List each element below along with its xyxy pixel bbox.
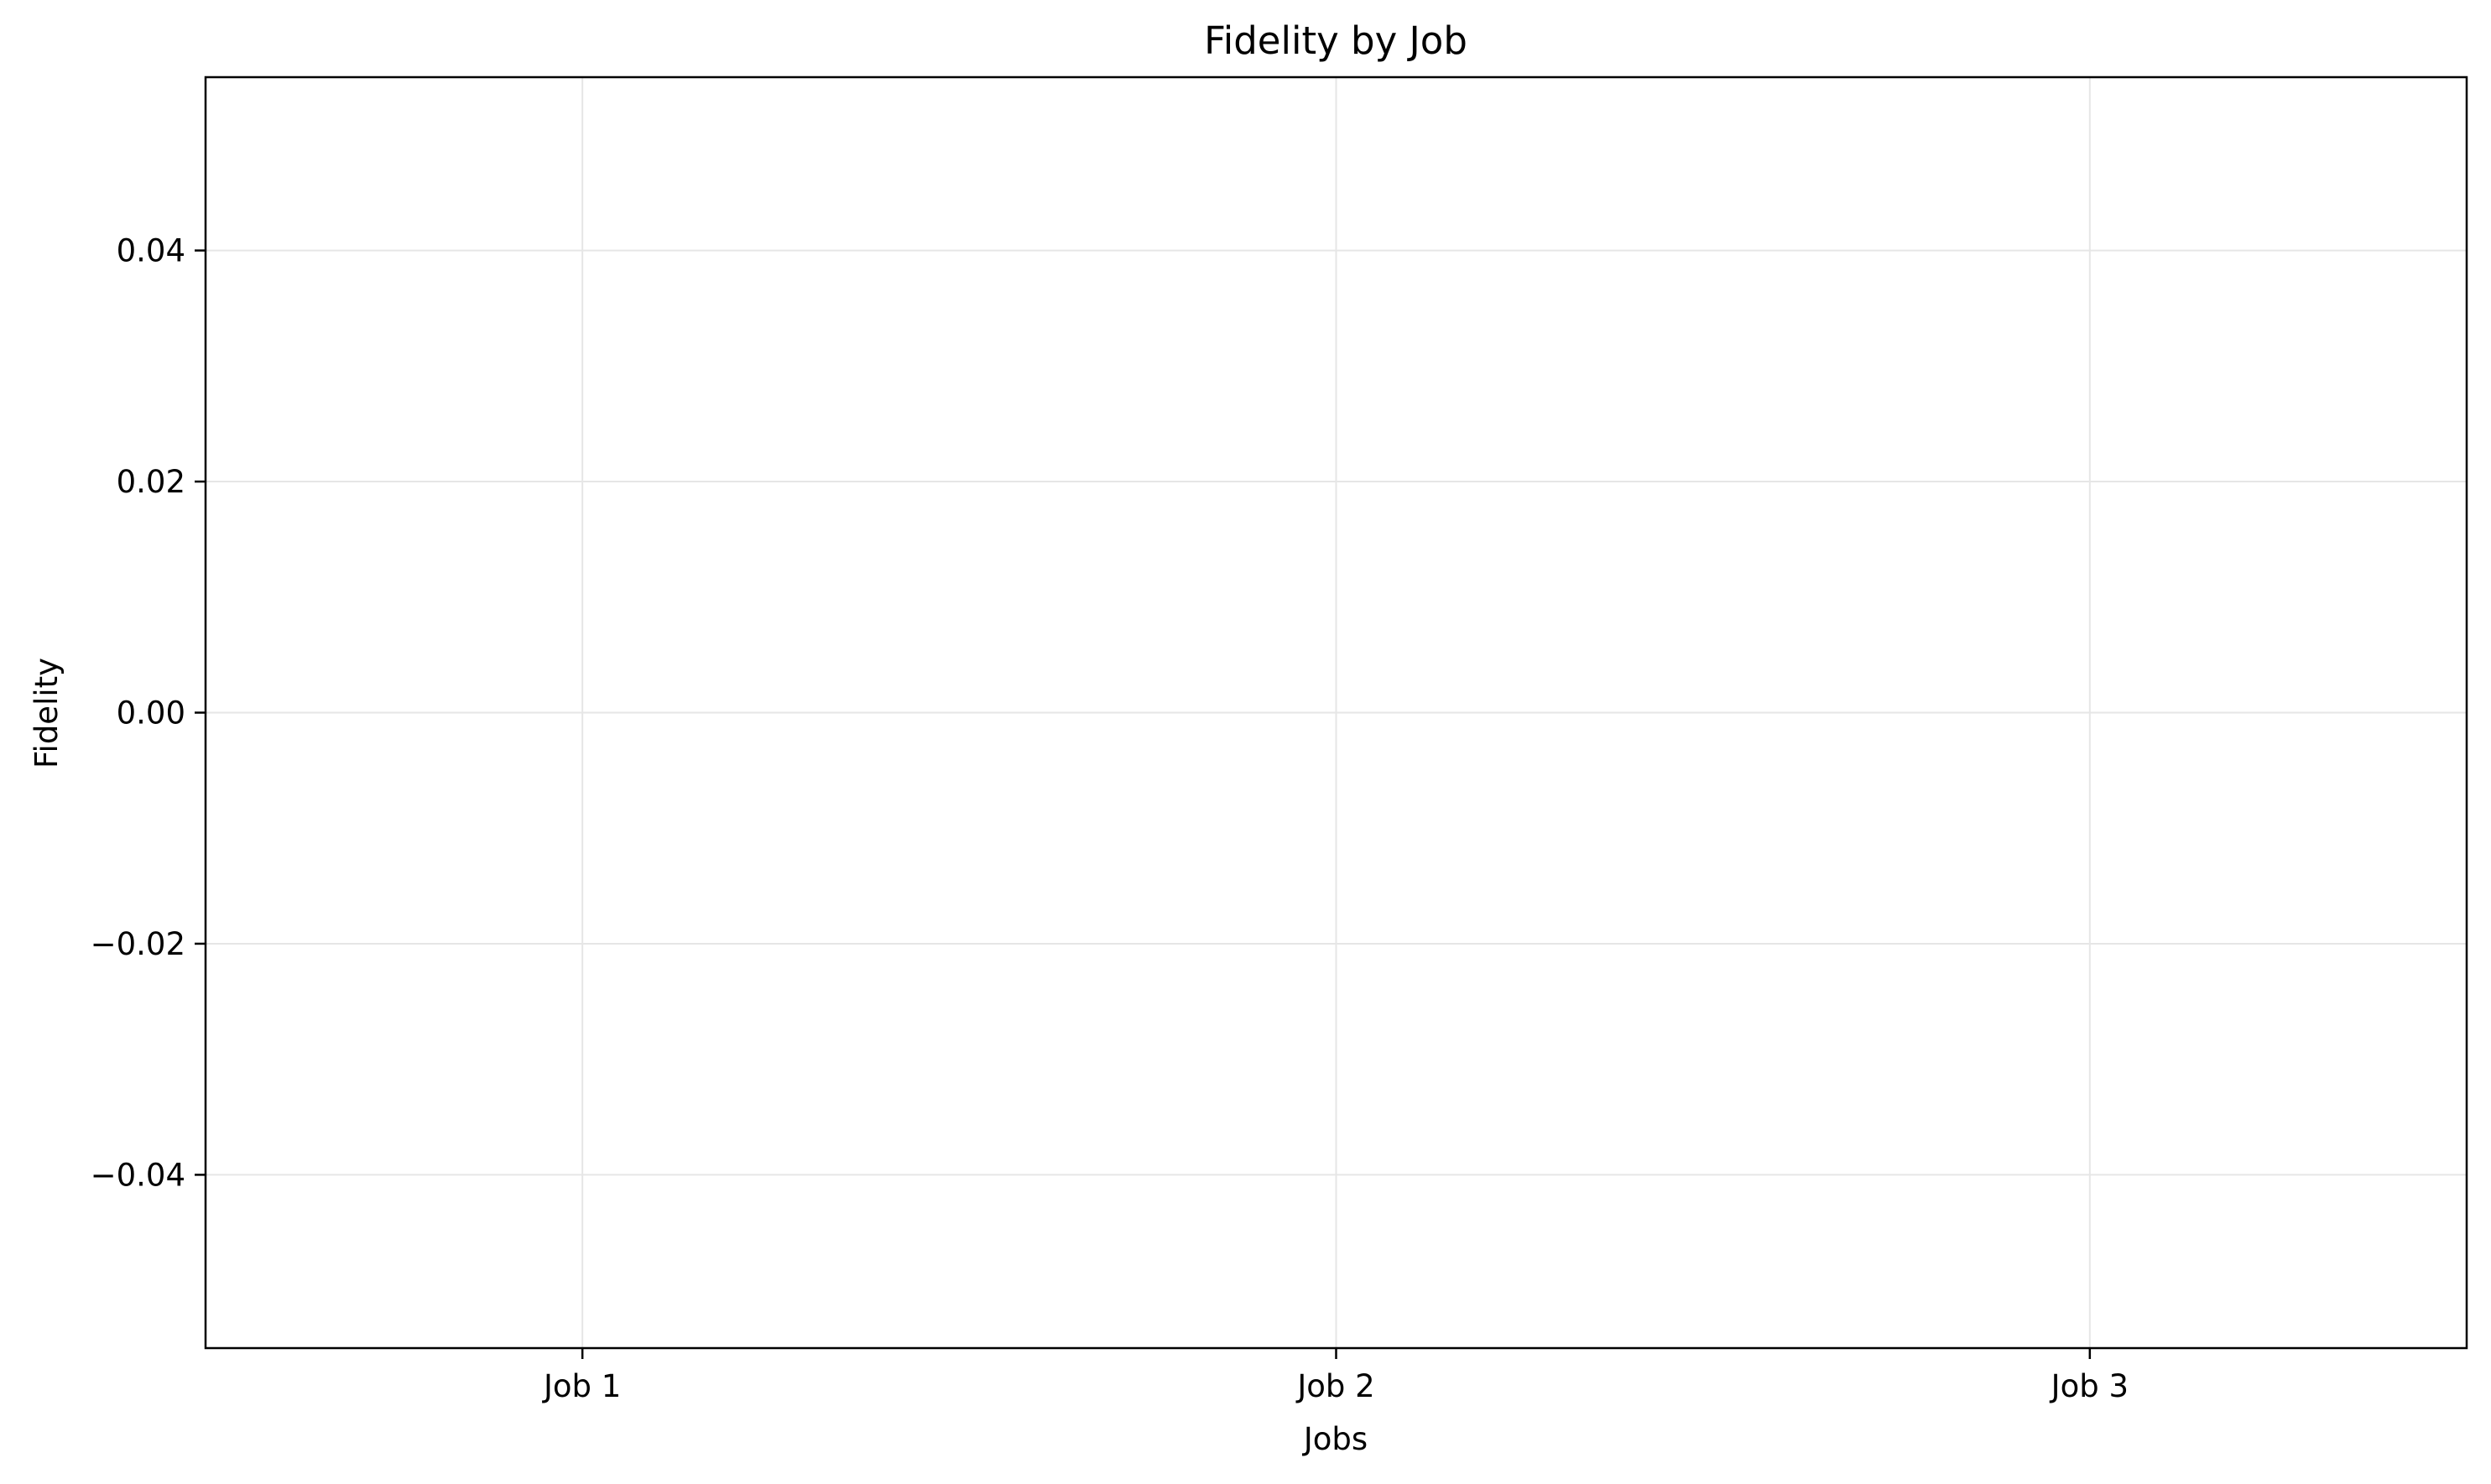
y-tick-label: −0.04: [91, 1157, 185, 1193]
x-axis: Job 1 Job 2 Job 3: [542, 1348, 2129, 1404]
y-axis: −0.04 −0.02 0.00 0.02 0.04: [91, 233, 206, 1193]
x-tick-label: Job 1: [542, 1368, 621, 1404]
y-tick-label: 0.02: [117, 464, 185, 500]
x-axis-label: Jobs: [1302, 1421, 1368, 1457]
chart-title: Fidelity by Job: [1204, 18, 1467, 63]
y-tick-label: 0.00: [117, 695, 185, 732]
x-tick-label: Job 2: [1295, 1368, 1374, 1404]
y-tick-label: −0.02: [91, 926, 185, 962]
grid-layer: [206, 77, 2467, 1348]
y-axis-label: Fidelity: [29, 658, 65, 768]
x-tick-label: Job 3: [2050, 1368, 2129, 1404]
y-tick-label: 0.04: [117, 233, 185, 269]
